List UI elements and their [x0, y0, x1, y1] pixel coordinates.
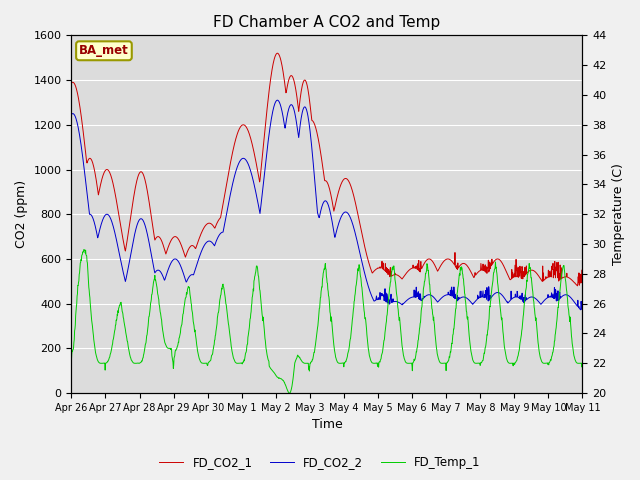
- FD_Temp_1: [407, 360, 415, 366]
- Text: BA_met: BA_met: [79, 44, 129, 57]
- Y-axis label: Temperature (C): Temperature (C): [612, 163, 625, 265]
- FD_Temp_1: [474, 360, 481, 366]
- Line: FD_CO2_2: FD_CO2_2: [72, 100, 582, 310]
- FD_CO2_2: [68, 112, 76, 118]
- FD_CO2_1: [518, 264, 526, 269]
- FD_CO2_1: [273, 50, 281, 56]
- FD_CO2_2: [273, 97, 281, 103]
- FD_Temp_1: [182, 295, 189, 301]
- FD_CO2_2: [579, 302, 586, 308]
- Y-axis label: CO2 (ppm): CO2 (ppm): [15, 180, 28, 248]
- FD_CO2_1: [573, 283, 581, 289]
- FD_CO2_2: [473, 297, 481, 302]
- FD_Temp_1: [518, 322, 526, 327]
- FD_CO2_2: [406, 295, 414, 301]
- FD_CO2_1: [169, 235, 177, 241]
- FD_CO2_1: [579, 272, 586, 278]
- FD_Temp_1: [239, 360, 246, 366]
- FD_Temp_1: [80, 247, 88, 252]
- FD_CO2_1: [473, 270, 481, 276]
- Legend: FD_CO2_1, FD_CO2_2, FD_Temp_1: FD_CO2_1, FD_CO2_2, FD_Temp_1: [155, 452, 485, 474]
- FD_CO2_2: [577, 307, 584, 312]
- Line: FD_Temp_1: FD_Temp_1: [72, 250, 582, 393]
- FD_CO2_2: [238, 156, 246, 161]
- X-axis label: Time: Time: [312, 419, 342, 432]
- FD_Temp_1: [579, 360, 586, 366]
- FD_Temp_1: [68, 359, 76, 364]
- FD_CO2_2: [518, 290, 526, 296]
- Line: FD_CO2_1: FD_CO2_1: [72, 53, 582, 286]
- FD_CO2_1: [181, 253, 189, 259]
- FD_CO2_1: [68, 81, 76, 86]
- FD_CO2_2: [181, 276, 189, 281]
- Title: FD Chamber A CO2 and Temp: FD Chamber A CO2 and Temp: [213, 15, 440, 30]
- FD_CO2_1: [238, 122, 246, 128]
- FD_Temp_1: [285, 390, 293, 396]
- FD_CO2_2: [169, 258, 177, 264]
- FD_Temp_1: [169, 360, 177, 365]
- FD_CO2_1: [406, 266, 414, 272]
